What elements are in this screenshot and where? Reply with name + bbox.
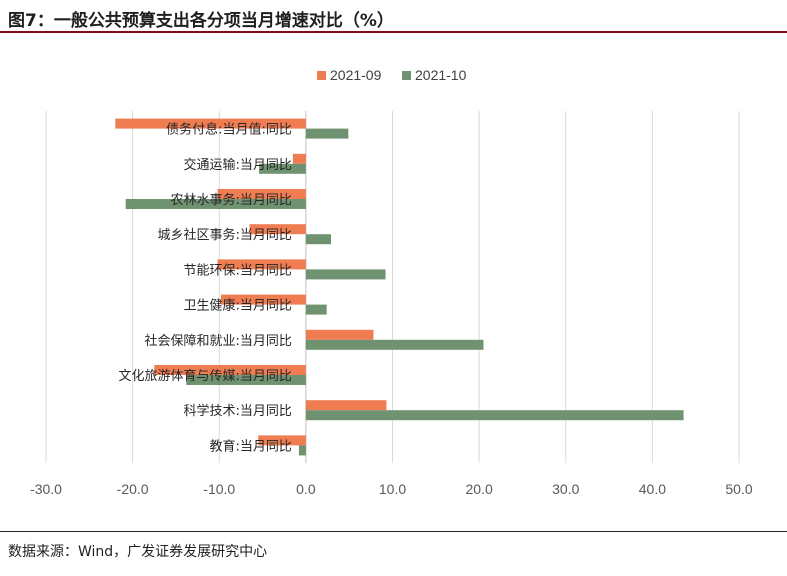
x-tick-label: 10.0: [379, 481, 406, 497]
legend-label-2021-09: 2021-09: [330, 67, 382, 83]
category-label: 卫生健康:当月同比: [183, 298, 291, 314]
title-rule: [0, 31, 787, 33]
x-tick-label: 40.0: [639, 481, 666, 497]
bar-chart: 2021-09 2021-10 债务付息:当月值:同比交通运输:当月同比农林水事务…: [30, 67, 753, 497]
category-label: 科学技术:当月同比: [183, 403, 291, 419]
category-label: 节能环保:当月同比: [183, 263, 291, 278]
bar-2021-10-8: [305, 410, 684, 421]
category-label: 交通运输:当月同比: [183, 157, 291, 173]
category-label: 债务付息:当月值:同比: [166, 122, 292, 138]
bar-2021-10-5: [305, 304, 327, 315]
x-tick-label: 0.0: [296, 481, 316, 497]
category-label: 文化旅游体育与传媒:当月同比: [118, 368, 291, 384]
legend: 2021-09 2021-10: [317, 67, 467, 83]
figure-title: 图7：一般公共预算支出各分项当月增速对比（%）: [8, 11, 394, 31]
source-note: 数据来源：Wind，广发证券发展研究中心: [8, 544, 268, 560]
x-tick-label: 20.0: [466, 481, 493, 497]
legend-swatch-2021-10: [402, 71, 411, 80]
bar-2021-09-4: [217, 259, 306, 270]
bar-2021-10-2: [125, 199, 306, 209]
bar-2021-10-7: [186, 375, 306, 385]
bar-2021-09-7: [154, 365, 306, 375]
bar-2021-09-2: [217, 189, 306, 199]
category-label: 农林水事务:当月同比: [170, 192, 291, 208]
bars: [115, 118, 684, 456]
bar-2021-09-9: [258, 435, 306, 446]
source-rule: [0, 531, 787, 532]
bar-2021-10-4: [305, 269, 386, 280]
category-label: 城乡社区事务:当月同比: [157, 227, 291, 243]
bar-2021-10-0: [305, 128, 349, 139]
bar-2021-09-3: [249, 224, 306, 235]
x-tick-label: 30.0: [552, 481, 579, 497]
x-axis-tick-labels: -30.0 -20.0 -10.0 0.0 10.0 20.0 30.0 40.0 50.0: [30, 481, 753, 497]
bar-2021-10-3: [305, 234, 331, 245]
bar-2021-09-6: [305, 329, 374, 340]
x-tick-label: -20.0: [117, 481, 149, 497]
legend-swatch-2021-09: [317, 71, 326, 80]
bar-2021-10-6: [305, 339, 484, 350]
x-tick-label: -30.0: [30, 481, 62, 497]
bar-2021-10-1: [259, 163, 306, 174]
x-tick-label: 50.0: [725, 481, 752, 497]
category-labels: 债务付息:当月值:同比交通运输:当月同比农林水事务:当月同比城乡社区事务:当月同…: [118, 122, 291, 455]
bar-2021-09-5: [220, 294, 306, 305]
bar-2021-09-0: [115, 118, 306, 129]
bar-2021-09-8: [305, 400, 387, 411]
bar-2021-09-1: [292, 153, 306, 164]
legend-label-2021-10: 2021-10: [415, 67, 467, 83]
bar-2021-10-9: [298, 445, 306, 456]
category-label: 社会保障和就业:当月同比: [144, 333, 291, 349]
category-label: 教育:当月同比: [209, 438, 291, 454]
x-tick-label: -10.0: [203, 481, 235, 497]
